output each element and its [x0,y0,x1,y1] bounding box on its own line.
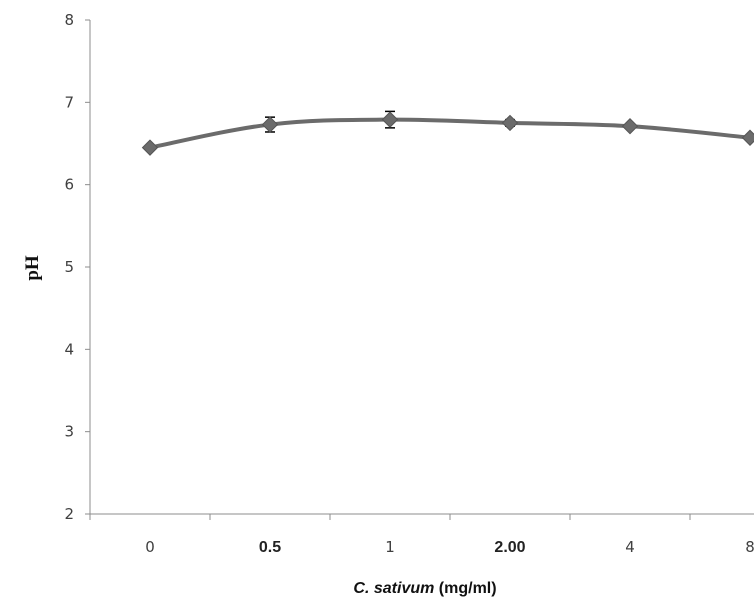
data-point [141,139,159,156]
y-ticks: 2 3 4 5 6 7 8 [64,11,90,523]
data-point [381,111,399,128]
y-tick-label: 8 [64,11,74,29]
data-point [501,114,519,132]
x-axis-label: C. sativum (mg/ml) [353,580,496,597]
x-tick-label: 0.5 [259,539,281,556]
y-tick-label: 2 [64,505,74,523]
y-tick-label: 6 [64,176,74,194]
x-axis-label-unit: (mg/ml) [434,580,496,597]
x-tick-label: 0 [145,538,155,556]
y-tick-label: 3 [64,423,74,441]
x-tick-label: 1 [385,538,395,556]
y-tick-label: 4 [64,340,74,358]
x-tick-label: 2.00 [494,539,525,556]
x-tick-label: 8 [745,538,754,556]
x-ticks: 0 0.5 1 2.00 4 8 [89,514,754,556]
data-point [741,129,754,146]
y-tick-label: 5 [64,258,74,276]
x-axis-label-italic: C. sativum [353,580,434,597]
data-point [621,118,639,135]
axes [89,20,754,515]
series-markers [141,111,754,156]
y-axis-label: pH [22,255,43,281]
x-tick-label: 4 [625,538,635,556]
series-path [148,117,752,150]
series-line [148,117,752,150]
data-point [261,116,279,133]
y-tick-label: 7 [64,93,74,111]
